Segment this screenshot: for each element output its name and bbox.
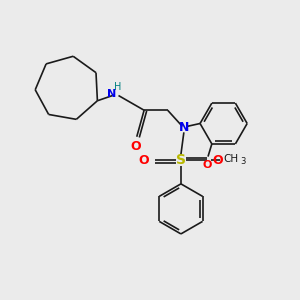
Text: O: O <box>203 160 212 170</box>
Text: O: O <box>130 140 141 153</box>
Text: H: H <box>114 82 121 92</box>
Text: N: N <box>107 89 116 99</box>
Text: CH: CH <box>224 154 239 164</box>
Text: N: N <box>179 122 189 134</box>
Text: O: O <box>139 154 149 167</box>
Text: S: S <box>176 153 186 167</box>
Text: 3: 3 <box>240 157 246 166</box>
Text: O: O <box>213 154 223 167</box>
